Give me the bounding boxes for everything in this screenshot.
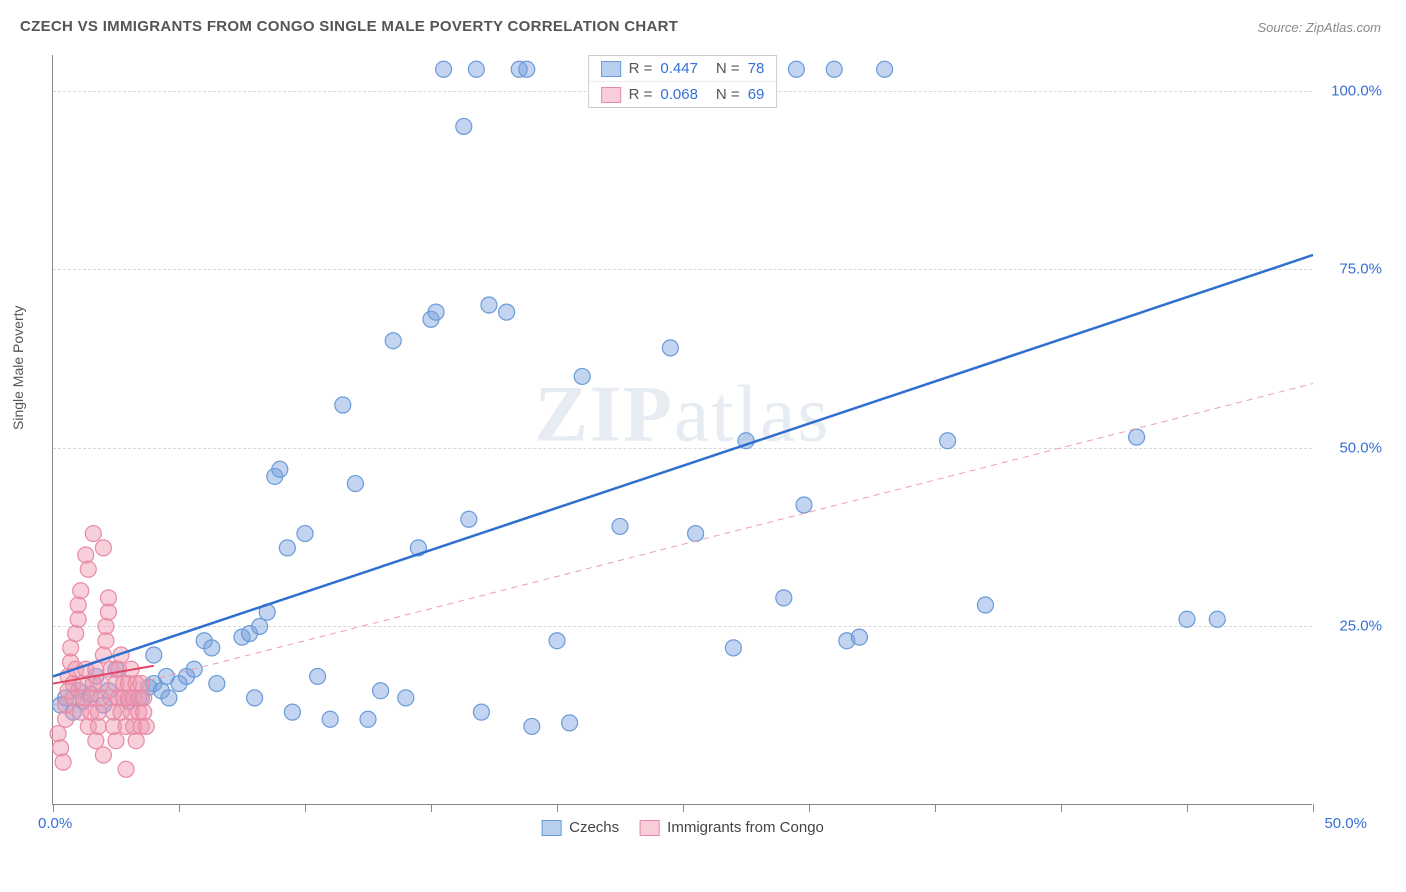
r-label: R = [629,60,653,77]
swatch-czechs [601,61,621,77]
source-attribution: Source: ZipAtlas.com [1257,20,1381,35]
n-label: N = [716,86,740,103]
r-label: R = [629,86,653,103]
y-axis-label: Single Male Poverty [10,305,26,430]
legend-swatch-czechs [541,820,561,836]
r-value-czechs: 0.447 [660,60,698,77]
scatter-svg [53,55,1312,804]
legend-label-czechs: Czechs [569,819,619,836]
legend-label-congo: Immigrants from Congo [667,819,824,836]
legend-item-congo: Immigrants from Congo [639,819,824,836]
x-axis-min-label: 0.0% [38,815,72,832]
chart-title: CZECH VS IMMIGRANTS FROM CONGO SINGLE MA… [20,18,678,35]
series-legend: Czechs Immigrants from Congo [541,819,824,836]
n-value-czechs: 78 [748,60,765,77]
legend-item-czechs: Czechs [541,819,619,836]
r-value-congo: 0.068 [660,86,698,103]
n-value-congo: 69 [748,86,765,103]
plot-area: ZIPatlas 25.0%50.0%75.0%100.0% R = 0.447… [52,55,1312,805]
n-label: N = [716,60,740,77]
correlation-row-congo: R = 0.068 N = 69 [589,81,777,107]
legend-swatch-congo [639,820,659,836]
x-axis-max-label: 50.0% [1324,815,1367,832]
correlation-row-czechs: R = 0.447 N = 78 [589,56,777,81]
correlation-legend: R = 0.447 N = 78 R = 0.068 N = 69 [588,55,778,108]
swatch-congo [601,87,621,103]
